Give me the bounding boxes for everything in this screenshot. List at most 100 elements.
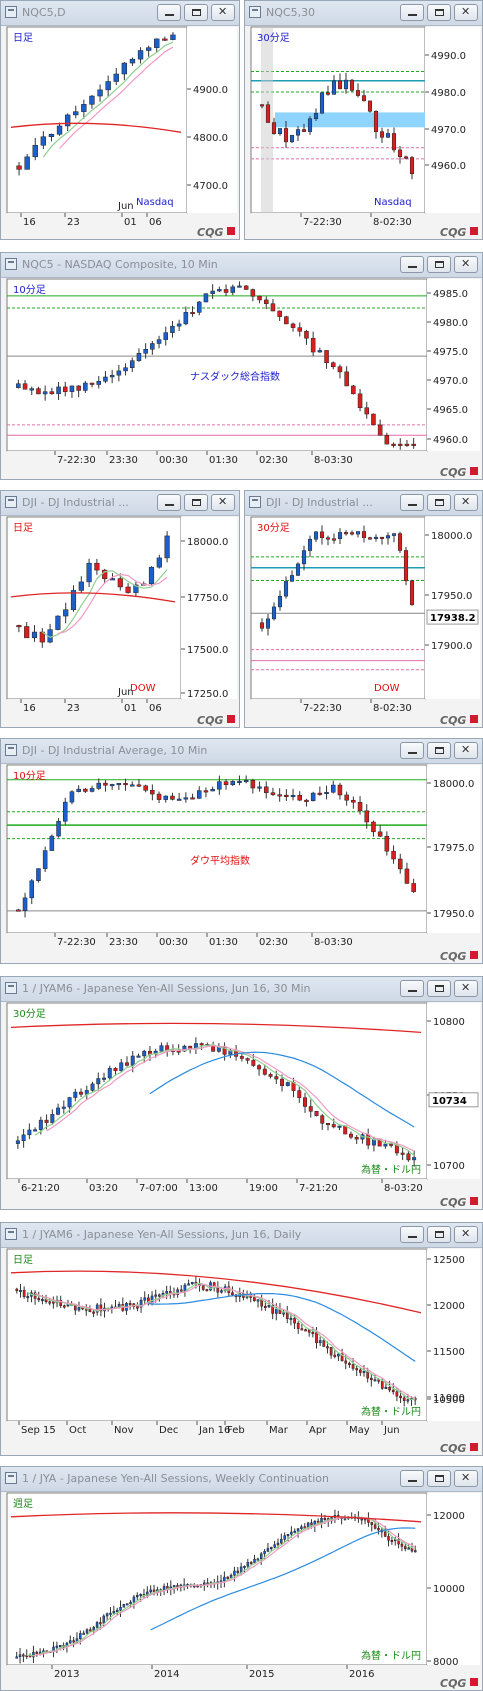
- candle-body: [123, 367, 128, 372]
- minimize-button[interactable]: [400, 1226, 424, 1243]
- panel-nq-daily[interactable]: NQC5,D 4900.0 4800.0 4700.0 16 23 01 06 Jun 日足 Na…: [0, 0, 240, 240]
- ma-short: [34, 1043, 415, 1156]
- title-bar[interactable]: DJI - DJ Industrial ...: [1, 491, 239, 516]
- maximize-button[interactable]: [427, 494, 451, 511]
- panel-nq-10[interactable]: NQC5 - NASDAQ Composite, 10 Min 4985.049…: [0, 252, 483, 480]
- candle-body: [290, 323, 296, 328]
- candle-body: [409, 157, 415, 175]
- window-menu-icon[interactable]: [5, 6, 17, 18]
- window-menu-icon[interactable]: [5, 744, 17, 756]
- maximize-button[interactable]: [427, 1226, 451, 1243]
- close-button[interactable]: [211, 4, 235, 21]
- candle-body: [196, 790, 202, 799]
- window-menu-icon[interactable]: [5, 1472, 17, 1484]
- title-bar[interactable]: 1 / JYAM6 - Japanese Yen-All Sessions, J…: [1, 977, 482, 1002]
- chart[interactable]: 4900.0 4800.0 4700.0 16 23 01 06 Jun 日足 Nasdaq CQG: [1, 25, 239, 239]
- window-menu-icon[interactable]: [5, 982, 17, 994]
- x-tick-label: 7-21:20: [299, 1183, 338, 1194]
- close-button[interactable]: [454, 980, 478, 997]
- x-tick-label: 16: [23, 703, 36, 714]
- maximize-button[interactable]: [427, 980, 451, 997]
- close-button[interactable]: [454, 1470, 478, 1487]
- window-menu-icon[interactable]: [5, 1228, 17, 1240]
- minimize-button[interactable]: [400, 1470, 424, 1487]
- window-menu-icon[interactable]: [249, 496, 261, 508]
- window-menu-icon[interactable]: [5, 258, 17, 270]
- candle-body: [79, 1633, 82, 1640]
- panel-dji-30[interactable]: DJI - DJ Industrial ... 18000.0 17950.0 17…: [244, 490, 483, 728]
- candle-body: [406, 1153, 411, 1161]
- maximize-button[interactable]: [427, 742, 451, 759]
- candle-body: [62, 801, 68, 822]
- candle-body: [116, 370, 122, 376]
- x-tick-label: 02:30: [259, 937, 288, 948]
- candle-body: [128, 1303, 132, 1306]
- title-bar[interactable]: DJI - DJ Industrial ...: [245, 491, 482, 516]
- minimize-button[interactable]: [400, 742, 424, 759]
- close-button[interactable]: [454, 1226, 478, 1243]
- candle-body: [271, 606, 277, 620]
- title-bar[interactable]: NQC5,D: [1, 1, 239, 26]
- cqg-logo: CQG: [440, 1196, 466, 1209]
- y-tick-label: 4970.0: [433, 376, 468, 387]
- panel-nq-30[interactable]: NQC5,30 4990.0 4980.0 4970.0 4960.0 7-22:30 8…: [244, 0, 483, 240]
- candle-body: [320, 1115, 325, 1124]
- minimize-button[interactable]: [400, 494, 424, 511]
- candle-body: [139, 1299, 143, 1308]
- chart[interactable]: 108001075010700107346-21:2003:207-07:001…: [1, 1001, 482, 1209]
- candle-body: [407, 1547, 410, 1550]
- close-button[interactable]: [211, 494, 235, 511]
- candle-body: [230, 781, 236, 785]
- y-tick-label: 4990.0: [431, 51, 466, 62]
- panel-dji-daily[interactable]: DJI - DJ Industrial ... 18000.0 17750.0 17…: [0, 490, 240, 728]
- panel-jy-daily[interactable]: 1 / JYAM6 - Japanese Yen-All Sessions, J…: [0, 1222, 483, 1456]
- candle-body: [77, 1307, 81, 1311]
- maximize-button[interactable]: [184, 494, 208, 511]
- time-axis: [7, 1179, 427, 1207]
- maximize-button[interactable]: [427, 256, 451, 273]
- close-button[interactable]: [454, 494, 478, 511]
- cqg-logo: CQG: [440, 1677, 466, 1690]
- title-bar[interactable]: 1 / JYAM6 - Japanese Yen-All Sessions, J…: [1, 1223, 482, 1248]
- title-bar[interactable]: 1 / JYA - Japanese Yen-All Sessions, Wee…: [1, 1467, 482, 1492]
- candle-body: [62, 386, 68, 392]
- panel-jy-weekly[interactable]: 1 / JYA - Japanese Yen-All Sessions, Wee…: [0, 1466, 483, 1691]
- window-menu-icon[interactable]: [249, 6, 261, 18]
- minimize-button[interactable]: [157, 494, 181, 511]
- plot-area: [6, 516, 182, 700]
- candle-body: [40, 136, 47, 146]
- chart[interactable]: 4990.0 4980.0 4970.0 4960.0 7-22:30 8-02:30 30…: [245, 25, 482, 239]
- minimize-button[interactable]: [400, 4, 424, 21]
- panel-jy-30[interactable]: 1 / JYAM6 - Japanese Yen-All Sessions, J…: [0, 976, 483, 1210]
- candle-body: [310, 337, 316, 353]
- chart[interactable]: 18000.0 17950.0 17900.0 17938.2 7-22:30 8-02:…: [245, 515, 482, 727]
- candle-body: [307, 538, 313, 551]
- minimize-button[interactable]: [400, 980, 424, 997]
- chart[interactable]: 4985.0 4980.0 4975.0 4970.0 4965.0 4960.0 7-22…: [1, 277, 482, 479]
- candle-body: [290, 1531, 293, 1535]
- maximize-button[interactable]: [427, 1470, 451, 1487]
- ma-mid: [59, 46, 174, 149]
- maximize-button[interactable]: [427, 4, 451, 21]
- close-button[interactable]: [454, 4, 478, 21]
- minimize-button[interactable]: [157, 4, 181, 21]
- maximize-button[interactable]: [184, 4, 208, 21]
- candle-body: [41, 1298, 44, 1301]
- y-tick-label: 10500: [433, 1395, 465, 1406]
- candle-body: [304, 331, 309, 339]
- window-menu-icon[interactable]: [5, 496, 17, 508]
- price-axis: [427, 279, 480, 451]
- close-button[interactable]: [454, 742, 478, 759]
- panel-dji-10[interactable]: DJI - DJ Industrial Average, 10 Min 1800…: [0, 738, 483, 964]
- close-button[interactable]: [454, 256, 478, 273]
- chart[interactable]: 18000.0 17750.0 17500.0 17250.0 16 23 01 06 Jun 日…: [1, 515, 239, 727]
- time-axis: [7, 699, 181, 725]
- title-bar[interactable]: DJI - DJ Industrial Average, 10 Min: [1, 739, 482, 764]
- title-bar[interactable]: NQC5 - NASDAQ Composite, 10 Min: [1, 253, 482, 278]
- chart[interactable]: 18000.0 17975.0 17950.0 7-22:30 23:30 00:30 01…: [1, 763, 482, 963]
- candle-body: [399, 1395, 402, 1399]
- minimize-button[interactable]: [400, 256, 424, 273]
- title-bar[interactable]: NQC5,30: [245, 1, 482, 26]
